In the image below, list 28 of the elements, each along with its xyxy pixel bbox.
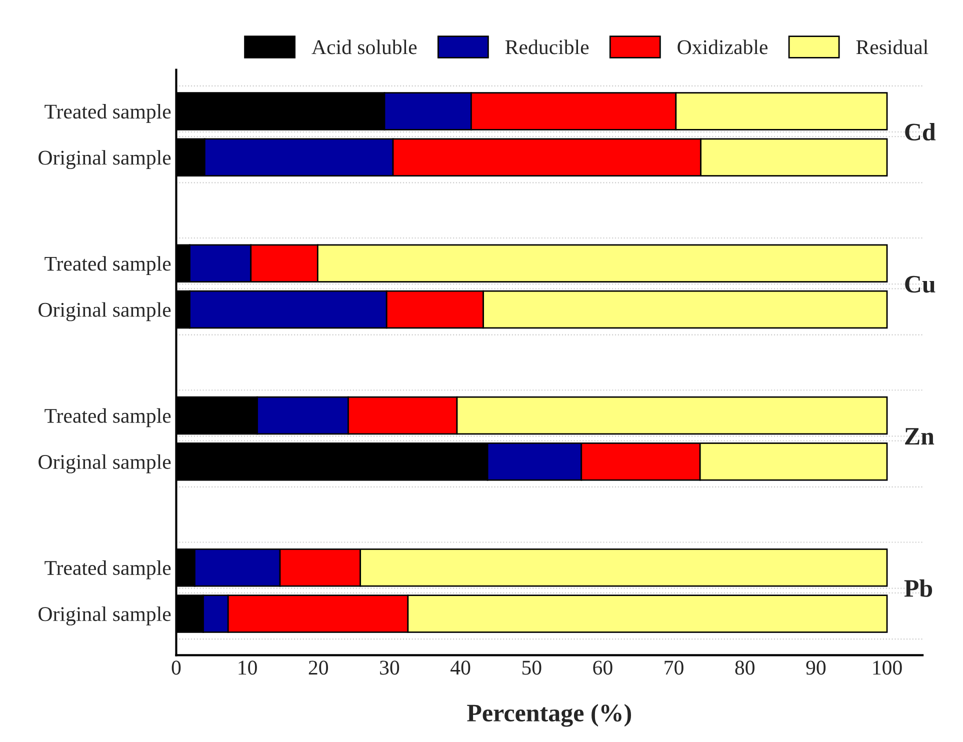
x-tick-label: 40 <box>450 660 470 675</box>
x-tick-label: 30 <box>380 660 400 675</box>
annotation: Cd <box>905 122 936 141</box>
x-axis-title: Percentage (%) <box>467 704 632 727</box>
x-tick-label: 80 <box>735 660 754 675</box>
legend-label: Reducible <box>505 40 589 54</box>
x-tick-label: 60 <box>593 660 612 675</box>
legend-label: Acid soluble <box>312 40 417 54</box>
annotation: Cu <box>905 276 936 293</box>
y-tick-label: Treated sample <box>44 104 171 123</box>
x-tick-label: 10 <box>238 660 257 675</box>
y-tick-label: Original sample <box>38 606 171 626</box>
y-tick-label: Original sample <box>38 302 171 322</box>
y-tick-label: Treated sample <box>44 408 171 428</box>
y-tick-label: Original sample <box>38 454 171 474</box>
y-tick-label: Treated sample <box>44 560 171 580</box>
legend-label: Residual <box>856 40 928 54</box>
x-tick-label: 20 <box>308 660 328 675</box>
x-tick-label: 70 <box>664 660 684 675</box>
x-tick-label: 0 <box>172 660 181 675</box>
x-tick-label: 100 <box>873 660 902 675</box>
x-tick-label: 50 <box>522 660 542 675</box>
legend-label: Oxidizable <box>678 40 768 54</box>
annotation: Pb <box>904 579 932 597</box>
x-tick-label: 90 <box>806 660 826 675</box>
y-tick-label: Original sample <box>38 150 171 170</box>
y-tick-label: Treated sample <box>44 256 171 276</box>
annotation: Zn <box>905 428 934 445</box>
